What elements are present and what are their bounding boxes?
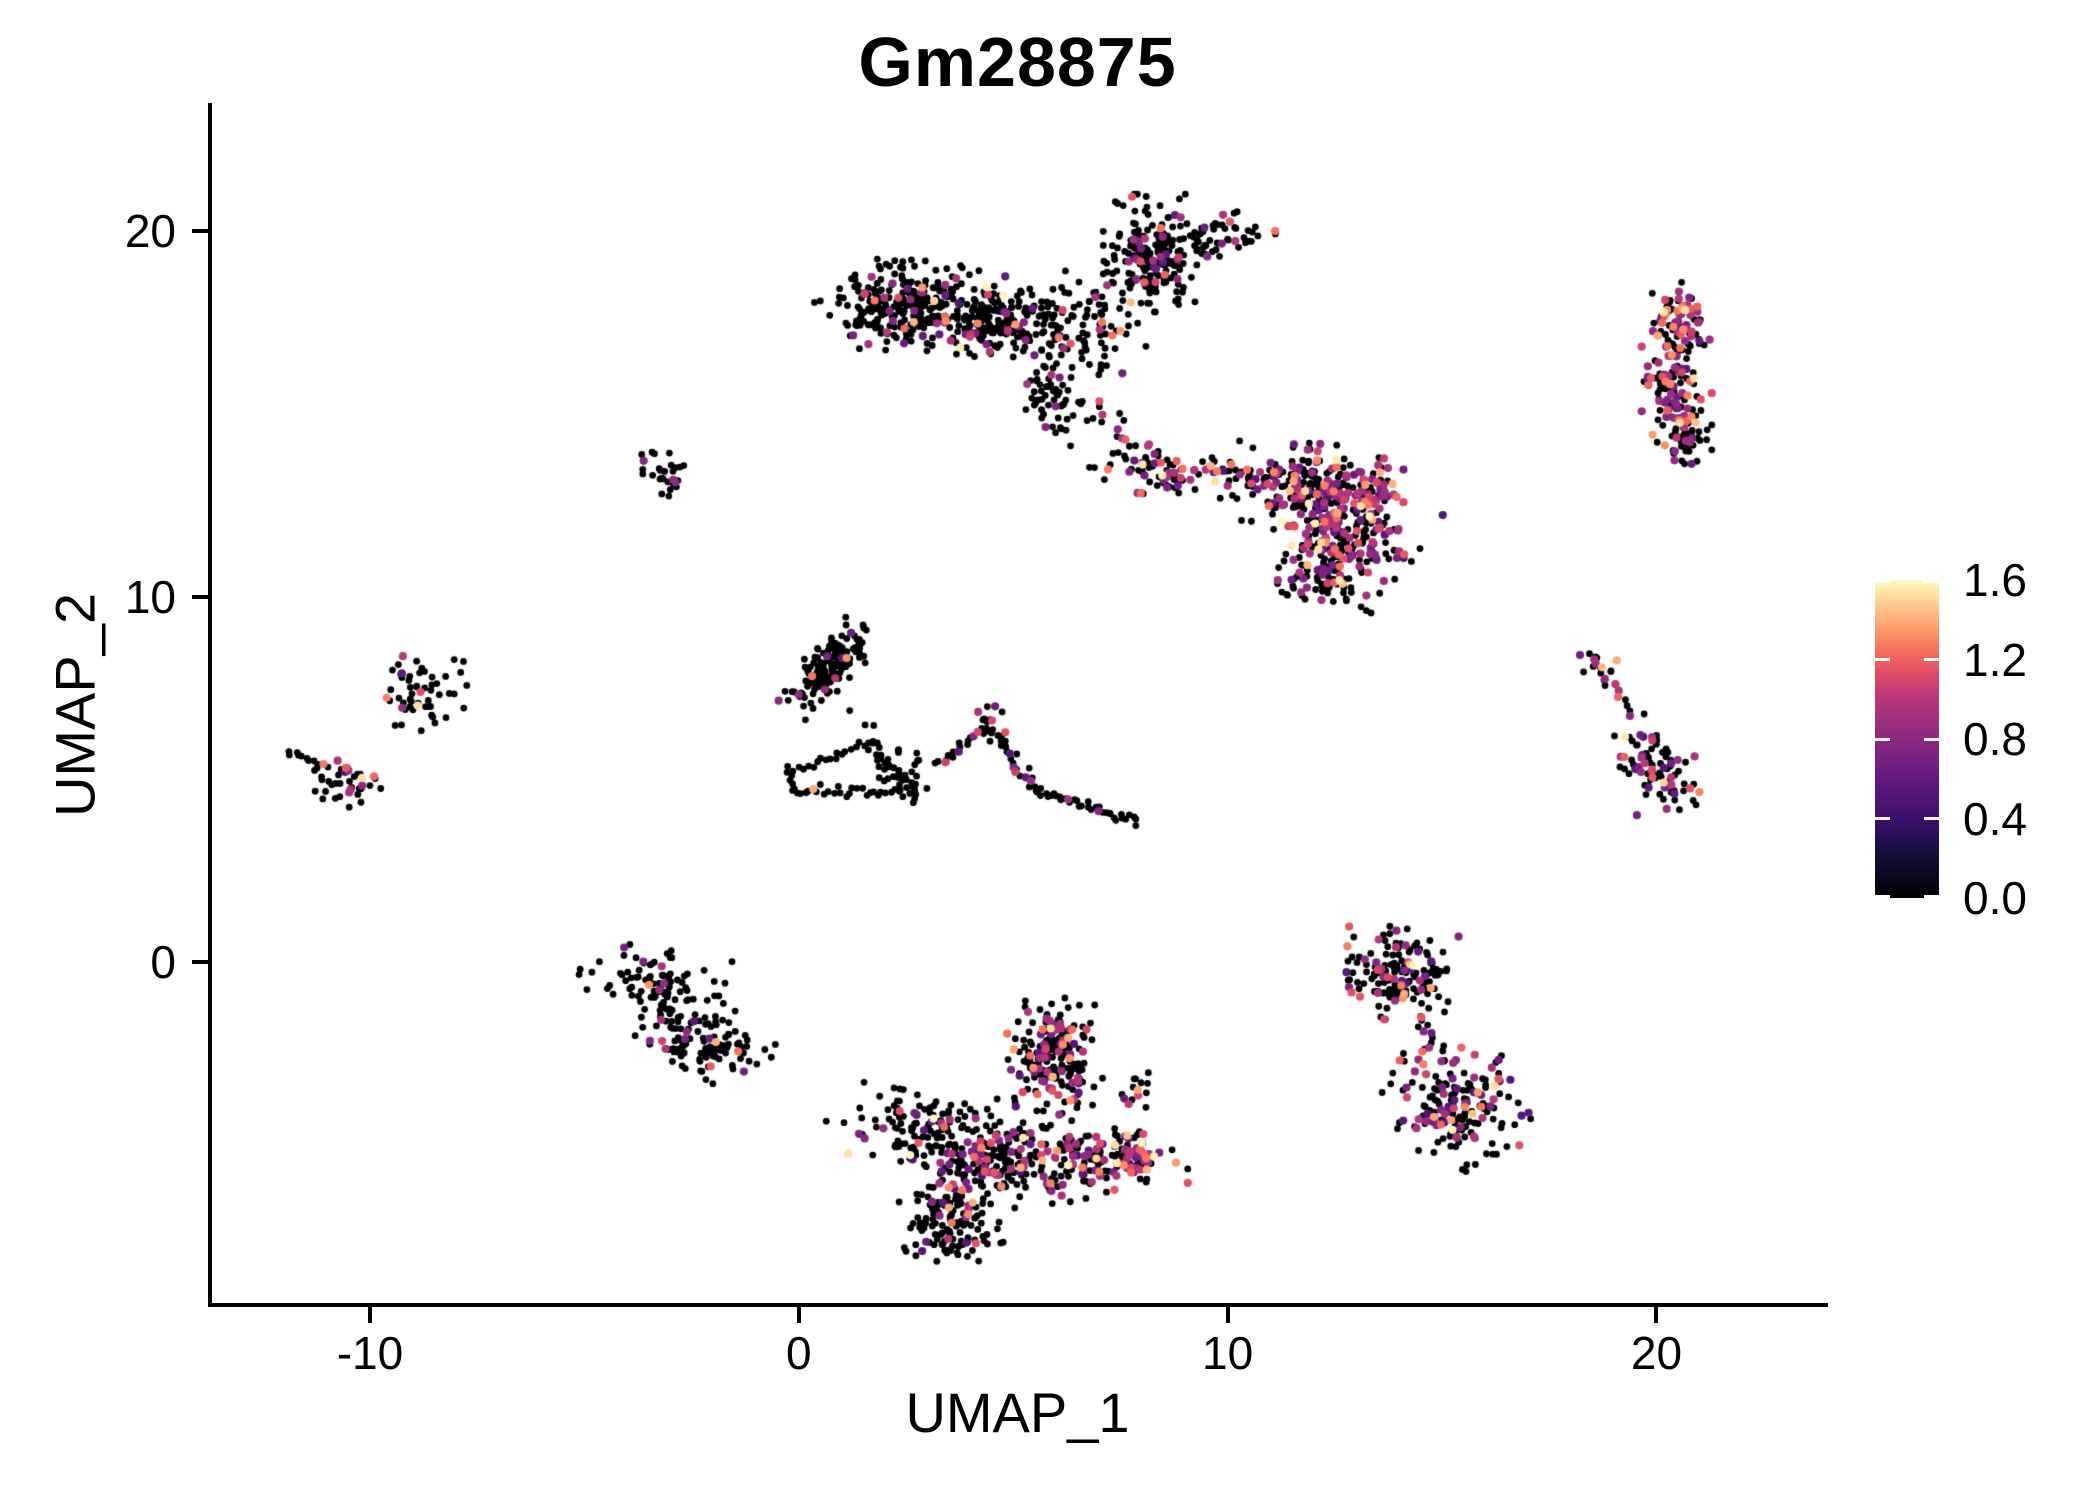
colorbar-tick-label: 0.8 [1963,713,2027,765]
y-tick-label: 0 [150,936,176,989]
x-tick-mark [1654,1307,1659,1323]
colorbar-tick-label: 0.4 [1963,792,2027,845]
scatter-points-canvas [210,105,1825,1305]
x-tick-mark [367,1307,372,1323]
colorbar-tick-mark [1875,817,1890,820]
y-tick-mark [192,229,208,234]
y-axis-label: UMAP_2 [43,592,107,818]
x-axis-label: UMAP_1 [905,1381,1130,1444]
colorbar-tick-label: 1.6 [1963,554,2027,606]
colorbar-tick-mark [1875,658,1890,661]
colorbar-tick-mark [1924,658,1939,661]
y-tick-mark [192,594,208,599]
colorbar-tick-mark [1924,737,1939,741]
colorbar-tick-mark [1875,737,1890,741]
y-tick-mark [192,960,208,965]
colorbar-tick-mark [1875,580,1890,583]
x-tick-label: 10 [1202,1327,1254,1379]
colorbar-legend: 1.6 1.2 0.8 0.4 0.0 [1875,557,2100,921]
x-tick-label: 0 [785,1327,812,1379]
y-tick-label: 10 [124,570,176,623]
colorbar-tick-mark [1875,895,1890,898]
plot-title: Gm28875 [858,23,1177,101]
colorbar-tick-label: 1.2 [1963,633,2027,686]
x-tick-mark [1225,1307,1230,1323]
colorbar-tick-mark [1924,817,1939,820]
y-axis-line [208,103,212,1307]
y-tick-label: 20 [124,205,176,258]
x-tick-label: -10 [336,1327,404,1379]
x-tick-mark [796,1307,801,1323]
colorbar-tick-mark [1924,895,1939,898]
x-axis-line [208,1303,1828,1307]
colorbar-tick-label: 0.0 [1963,872,2027,924]
x-tick-label: 20 [1630,1327,1683,1379]
colorbar-tick-mark [1924,580,1939,583]
